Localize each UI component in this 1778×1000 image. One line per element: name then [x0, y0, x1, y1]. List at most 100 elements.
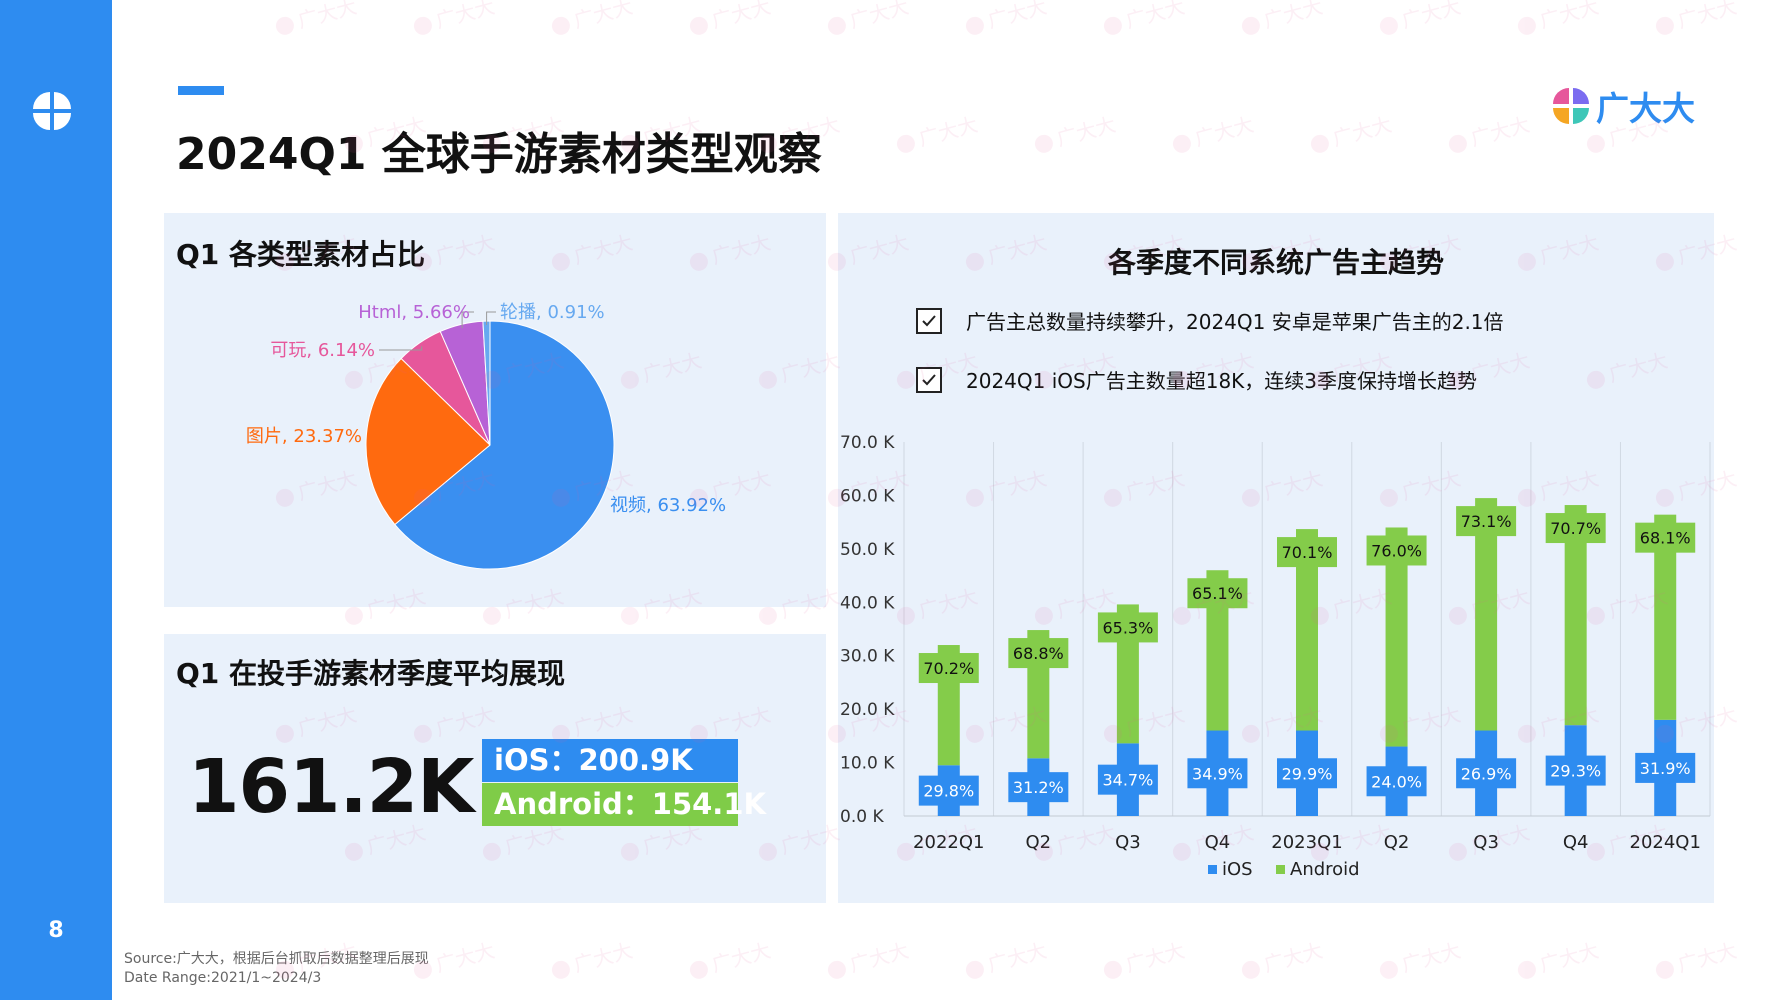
x-tick-label: 2022Q1: [913, 832, 984, 853]
pie-slice-2: [365, 357, 491, 526]
watermark-mark: 广大大: [1241, 938, 1325, 979]
x-tick-label: Q2: [1384, 832, 1410, 853]
brand-name: 广大大: [1596, 89, 1695, 128]
watermark-mark: 广大大: [1448, 112, 1532, 153]
bullet-item: 广告主总数量持续攀升，2024Q1 安卓是苹果广告主的2.1倍: [916, 306, 1504, 335]
check-icon: [916, 307, 942, 334]
ios-share-label: 29.8%: [923, 782, 974, 801]
pie-label-5: 轮播, 0.91%: [500, 302, 605, 323]
watermark-text: 广大大: [985, 0, 1049, 33]
watermark-mark: 广大大: [689, 938, 773, 979]
watermark-text: 广大大: [1261, 938, 1325, 977]
watermark-mark: 广大大: [1379, 0, 1463, 35]
watermark-text: 广大大: [709, 0, 773, 33]
watermark-text: 广大大: [709, 938, 773, 977]
y-tick-label: 30.0 K: [840, 647, 895, 667]
ios-share-label: 31.9%: [1640, 759, 1691, 778]
pie-leader-line: [461, 311, 474, 329]
pie-leader-line: [379, 346, 423, 351]
y-tick-label: 0.0 K: [840, 807, 884, 827]
watermark-text: 广大大: [1675, 938, 1739, 977]
brand-header: 广大大: [1552, 84, 1695, 128]
pie-slice-1: [394, 320, 615, 570]
legend-label-android: Android: [1290, 859, 1360, 880]
watermark-text: 广大大: [1123, 0, 1187, 33]
ios-share-label: 29.9%: [1282, 764, 1333, 783]
x-tick-label: Q4: [1205, 832, 1231, 853]
y-tick-label: 60.0 K: [840, 486, 895, 506]
pie-leader-line: [486, 311, 496, 325]
watermark-mark: 广大大: [1517, 938, 1601, 979]
ios-share-label: 34.7%: [1102, 771, 1153, 790]
watermark-mark: 广大大: [1103, 0, 1187, 35]
android-label-box: [1366, 535, 1427, 566]
android-label-box: [1187, 578, 1248, 609]
legend-swatch-ios: [1208, 865, 1217, 874]
y-tick-label: 40.0 K: [840, 593, 895, 613]
android-share-label: 68.8%: [1013, 644, 1064, 663]
watermark-mark: 广大大: [1034, 112, 1118, 153]
android-label-box: [1008, 638, 1069, 669]
watermark-mark: 广大大: [827, 938, 911, 979]
brand-logo-icon: [33, 92, 71, 130]
watermark-text: 广大大: [916, 112, 980, 151]
legend-label-ios: iOS: [1222, 859, 1253, 880]
ios-share-label: 29.3%: [1550, 762, 1601, 781]
android-label-box: [1456, 506, 1517, 537]
watermark-mark: 广大大: [965, 938, 1049, 979]
watermark-mark: 广大大: [1103, 938, 1187, 979]
trend-panel: 各季度不同系统广告主趋势 广告主总数量持续攀升，2024Q1 安卓是苹果广告主的…: [838, 213, 1714, 903]
bullet-item: 2024Q1 iOS广告主数量超18K，连续3季度保持增长趋势: [916, 365, 1477, 394]
android-share-label: 65.1%: [1192, 584, 1243, 603]
ios-share-label: 26.9%: [1461, 764, 1512, 783]
android-share-label: 68.1%: [1640, 529, 1691, 548]
sidebar: 8: [0, 0, 112, 1000]
source-note: Source:广大大，根据后台抓取后数据整理后展现 Date Range:202…: [124, 950, 429, 988]
watermark-text: 广大大: [295, 0, 359, 33]
android-share-label: 70.2%: [923, 659, 974, 678]
pie-panel: Q1 各类型素材占比 视频, 63.92% 图片, 23.37% 可玩, 6.14%…: [164, 213, 826, 607]
android-label-box: [1545, 513, 1606, 544]
android-label-box: [1097, 612, 1158, 643]
y-tick-label: 70.0 K: [840, 433, 895, 453]
bar-android: [1296, 529, 1318, 731]
android-share-label: 70.7%: [1550, 519, 1601, 538]
watermark-mark: 广大大: [551, 0, 635, 35]
watermark-text: 广大大: [1192, 112, 1256, 151]
watermark-text: 广大大: [1054, 112, 1118, 151]
watermark-text: 广大大: [1123, 938, 1187, 977]
watermark-mark: 广大大: [1655, 0, 1739, 35]
y-tick-label: 50.0 K: [840, 540, 895, 560]
ios-label-box: [1366, 766, 1427, 797]
watermark-text: 广大大: [1468, 112, 1532, 151]
watermark-mark: 广大大: [1379, 938, 1463, 979]
check-icon: [916, 366, 942, 393]
watermark-text: 广大大: [1399, 938, 1463, 977]
watermark-text: 广大大: [571, 938, 635, 977]
watermark-mark: 广大大: [965, 0, 1049, 35]
x-tick-label: Q4: [1563, 832, 1589, 853]
ios-share-label: 31.2%: [1013, 778, 1064, 797]
x-tick-label: Q2: [1026, 832, 1052, 853]
pie-chart: 视频, 63.92% 图片, 23.37% 可玩, 6.14% Html, 5.66%…: [246, 302, 726, 570]
ios-label-box: [918, 775, 979, 806]
pie-label-1: 视频, 63.92%: [610, 495, 726, 516]
watermark-mark: 广大大: [896, 112, 980, 153]
title-accent-bar: [178, 86, 224, 95]
bar-android: [1654, 514, 1677, 720]
watermark-text: 广大大: [985, 938, 1049, 977]
total-average-value: 161.2K: [188, 744, 474, 830]
watermark-text: 广大大: [433, 938, 497, 977]
bar-android: [1475, 498, 1498, 731]
watermark-text: 广大大: [847, 0, 911, 33]
bullet-text: 2024Q1 iOS广告主数量超18K，连续3季度保持增长趋势: [966, 369, 1478, 393]
bar-android: [1385, 527, 1408, 747]
watermark-mark: 广大大: [1517, 0, 1601, 35]
watermark-text: 广大大: [1261, 0, 1325, 33]
ios-label-box: [1097, 764, 1158, 795]
x-tick-label: Q3: [1115, 832, 1141, 853]
watermark-mark: 广大大: [413, 0, 497, 35]
pie-label-4: Html, 5.66%: [358, 302, 470, 323]
android-share-label: 73.1%: [1461, 512, 1512, 531]
watermark-mark: 广大大: [827, 0, 911, 35]
